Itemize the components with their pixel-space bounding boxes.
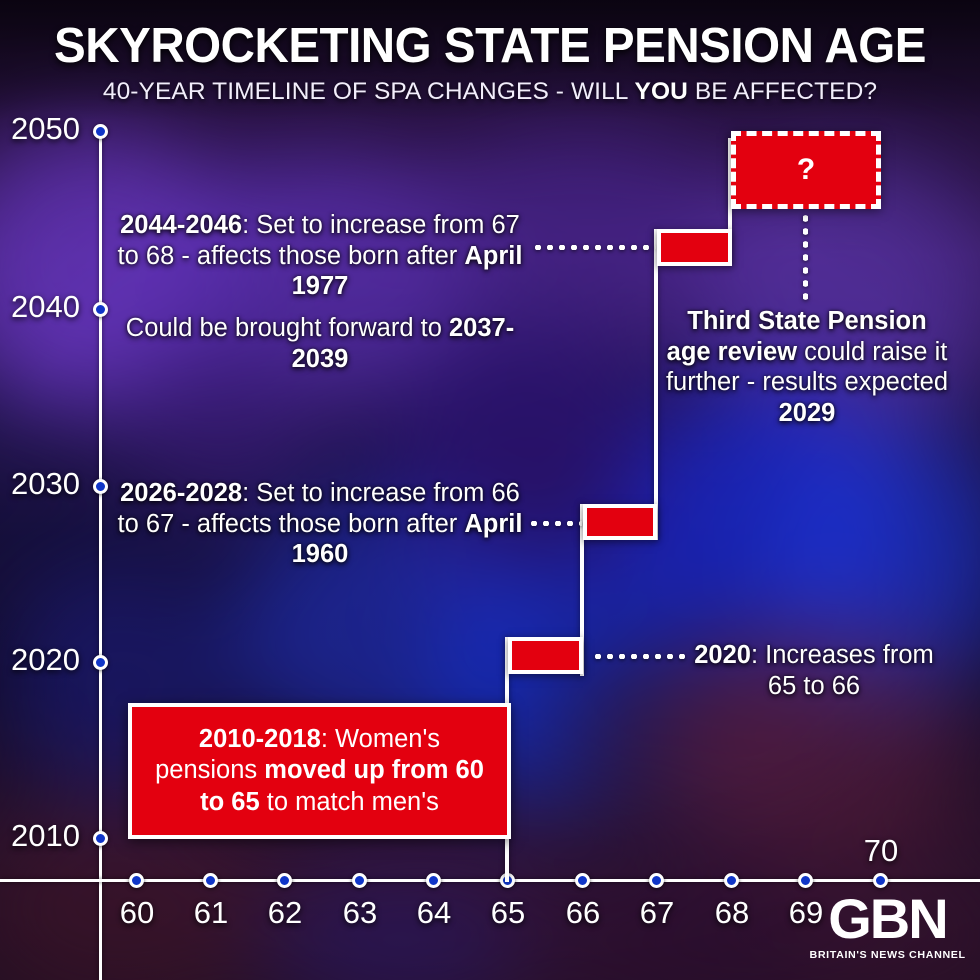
annotation-2044-2046: 2044-2046: Set to increase from 67 to 68… xyxy=(110,210,530,302)
y-axis-dot-2010 xyxy=(93,831,108,846)
subtitle-part-1: 40-YEAR TIMELINE OF SPA CHANGES - WILL xyxy=(102,78,635,105)
x-axis-dot-70 xyxy=(873,873,888,888)
gbnews-logo-mark: GBN xyxy=(828,886,948,950)
annotation-forward-lead: Could be brought forward to xyxy=(125,314,449,342)
page-subtitle: 40-YEAR TIMELINE OF SPA CHANGES - WILL Y… xyxy=(0,78,980,106)
x-axis-label-60: 60 xyxy=(119,895,155,930)
step-box-65-66 xyxy=(508,637,583,674)
x-axis-dot-69 xyxy=(798,873,813,888)
step-box-67-68 xyxy=(657,229,732,266)
y-axis-label-2050: 2050 xyxy=(11,111,80,146)
annotation-2026-2028: 2026-2028: Set to increase from 66 to 67… xyxy=(110,478,530,570)
x-axis-line xyxy=(0,879,980,882)
question-box: ? xyxy=(731,131,881,209)
step-box-66-67 xyxy=(583,504,657,540)
x-axis-label-63: 63 xyxy=(342,895,378,930)
y-axis-dot-2040 xyxy=(93,302,108,317)
subtitle-emphasis: YOU xyxy=(634,78,688,105)
y-axis-dot-2050 xyxy=(93,124,108,139)
subtitle-part-2: BE AFFECTED? xyxy=(687,78,878,105)
connector-dots-2026 xyxy=(528,521,582,526)
y-axis-dot-2030 xyxy=(93,479,108,494)
y-axis-line xyxy=(99,128,102,980)
x-axis-label-65: 65 xyxy=(490,895,526,930)
connector-dots-review xyxy=(803,212,808,304)
annotation-2020-mid: : Increases from 65 to 66 xyxy=(750,641,934,700)
x-axis-label-64: 64 xyxy=(416,895,452,930)
callout-2010-2018: 2010-2018: Women's pensions moved up fro… xyxy=(128,703,511,839)
x-axis-label-61: 61 xyxy=(193,895,229,930)
y-axis-label-2020: 2020 xyxy=(11,642,80,677)
gbnews-logo: GBN BRITAIN'S NEWS CHANNEL xyxy=(809,886,966,961)
x-axis-label-67: 67 xyxy=(639,895,675,930)
x-axis-label-70: 70 xyxy=(863,833,899,868)
x-axis-dot-63 xyxy=(352,873,367,888)
question-mark-label: ? xyxy=(796,153,816,186)
y-axis-label-2010: 2010 xyxy=(11,818,80,853)
x-axis-dot-62 xyxy=(277,873,292,888)
annotation-third-review: Third State Pension age review could rai… xyxy=(662,306,952,428)
y-axis-label-2030: 2030 xyxy=(11,466,80,501)
x-axis-label-62: 62 xyxy=(267,895,303,930)
annotation-2044-lead: 2044-2046 xyxy=(120,211,243,239)
x-axis-dot-64 xyxy=(426,873,441,888)
annotation-2026-lead: 2026-2028 xyxy=(120,479,243,507)
stair-riser-67 xyxy=(654,229,658,540)
y-axis-label-2040: 2040 xyxy=(11,289,80,324)
annotation-review-tail: 2029 xyxy=(778,398,836,427)
annotation-2020: 2020: Increases from 65 to 66 xyxy=(694,640,934,701)
x-axis-dot-61 xyxy=(203,873,218,888)
callout-2010-text: 2010-2018: Women's pensions moved up fro… xyxy=(146,724,493,817)
x-axis-label-66: 66 xyxy=(565,895,601,930)
x-axis-dot-60 xyxy=(129,873,144,888)
callout-2010-lead: 2010-2018 xyxy=(198,725,321,754)
connector-dots-2044 xyxy=(532,245,656,250)
annotation-brought-forward: Could be brought forward to 2037-2039 xyxy=(110,313,530,374)
y-axis-dot-2020 xyxy=(93,655,108,670)
connector-dots-2020 xyxy=(592,654,690,659)
x-axis-dot-67 xyxy=(649,873,664,888)
gbnews-logo-tagline: BRITAIN'S NEWS CHANNEL xyxy=(809,948,966,961)
x-axis-dot-66 xyxy=(575,873,590,888)
annotation-2020-lead: 2020 xyxy=(694,641,751,669)
x-axis-dot-68 xyxy=(724,873,739,888)
page-title: SKYROCKETING STATE PENSION AGE xyxy=(54,19,926,73)
x-axis-label-68: 68 xyxy=(714,895,750,930)
header: SKYROCKETING STATE PENSION AGE 40-YEAR T… xyxy=(0,0,980,106)
callout-2010-part2: to match men's xyxy=(259,787,439,816)
